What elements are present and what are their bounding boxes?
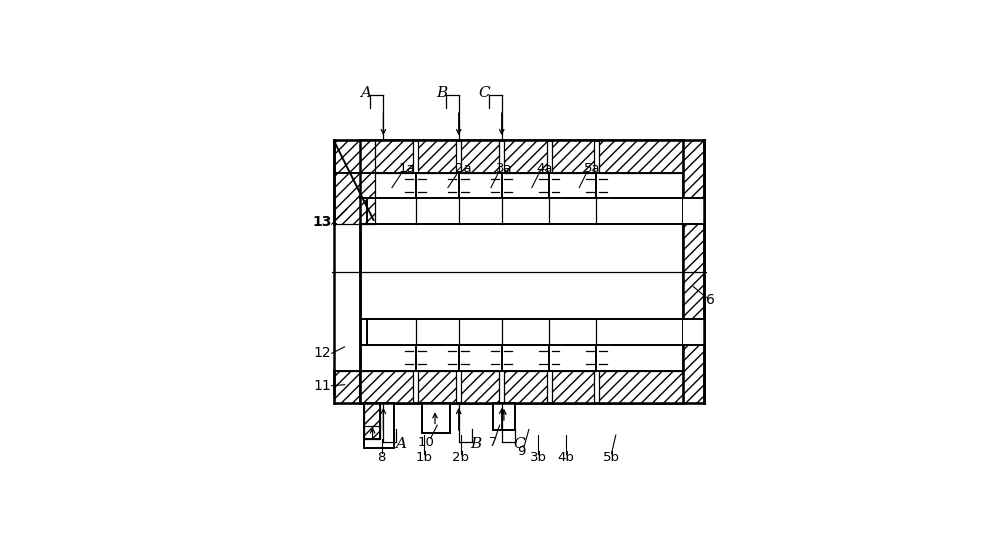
Text: 4a: 4a [537,162,553,175]
Bar [360,140,413,173]
Text: 3a: 3a [496,162,512,175]
Text: B: B [436,86,447,100]
Bar [364,403,380,439]
Bar [504,371,547,403]
Text: 13: 13 [313,215,332,229]
Bar [683,319,704,345]
Bar [461,371,499,403]
Text: 1a: 1a [399,162,415,175]
Bar [422,403,450,433]
Text: A: A [361,86,372,100]
Bar [599,140,683,173]
Text: 9: 9 [517,444,525,457]
Text: 5b: 5b [603,452,620,465]
Polygon shape [334,140,375,224]
Text: C: C [513,437,525,451]
Text: B: B [470,437,482,451]
Bar [418,371,456,403]
Bar [599,371,683,403]
Bar [493,403,515,429]
Bar [364,403,394,448]
Bar [334,371,360,403]
Text: 3b: 3b [530,452,547,465]
Text: 10: 10 [418,436,435,449]
Bar [552,140,594,173]
Bar [364,403,380,439]
Text: 5a: 5a [584,162,600,175]
Text: 11: 11 [313,378,331,392]
Text: 2b: 2b [452,452,469,465]
Text: C: C [479,86,490,100]
Text: 4b: 4b [558,452,575,465]
Text: 7: 7 [489,436,497,449]
Text: 8: 8 [377,451,386,464]
Text: 12: 12 [313,347,331,361]
Bar [552,371,594,403]
Bar [461,140,499,173]
Bar [418,140,456,173]
Bar [360,371,413,403]
Bar [683,140,704,403]
Polygon shape [334,371,360,403]
Bar [360,140,683,403]
Bar [683,198,704,224]
Bar [504,140,547,173]
Text: A: A [395,437,406,451]
Text: 1b: 1b [416,452,433,465]
Text: 6: 6 [706,292,715,306]
Bar [334,140,360,173]
Text: 2a: 2a [455,162,471,175]
